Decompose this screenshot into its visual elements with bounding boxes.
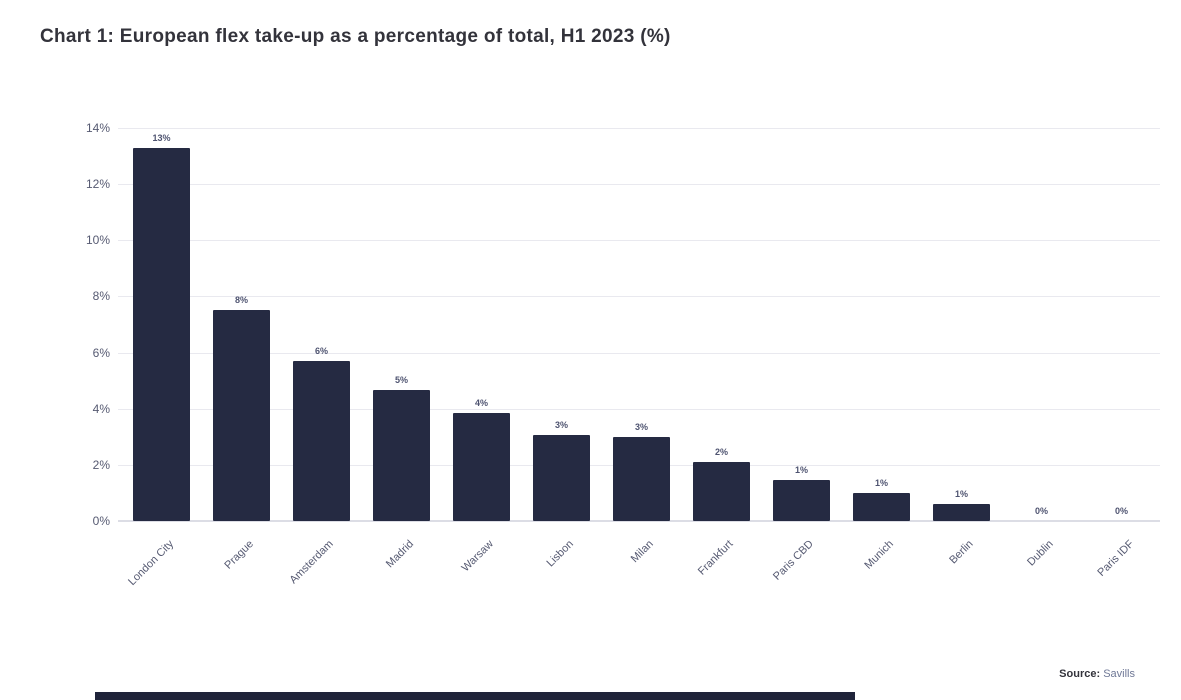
x-category-label: Berlin xyxy=(947,538,976,567)
bar xyxy=(693,462,750,521)
gridline xyxy=(118,128,1160,129)
x-category-label: Frankfurt xyxy=(696,538,736,578)
x-category-label: Munich xyxy=(862,538,896,572)
gridline xyxy=(118,408,1160,410)
y-axis-tick-label: 10% xyxy=(85,233,110,248)
x-category-label: Dublin xyxy=(1025,538,1056,569)
x-category-label: Prague xyxy=(222,538,256,572)
bar xyxy=(613,436,670,521)
bar xyxy=(293,360,350,521)
bar xyxy=(773,480,830,521)
gridline xyxy=(118,184,1160,186)
bar xyxy=(533,435,590,521)
source-label: Source: xyxy=(1059,668,1101,680)
bar-value-label: 8% xyxy=(234,295,248,306)
gridline xyxy=(118,352,1160,354)
source-value: Savills xyxy=(1103,668,1135,680)
bar-value-label: 2% xyxy=(714,447,728,458)
gridline xyxy=(118,296,1160,298)
bar xyxy=(213,310,270,521)
bar-value-label: 0% xyxy=(1034,506,1048,516)
y-axis-tick-label: 12% xyxy=(85,177,110,192)
gridline xyxy=(118,240,1160,242)
y-axis-tick-label: 8% xyxy=(92,289,110,304)
x-category-label: London City xyxy=(125,538,176,589)
x-category-label: Warsaw xyxy=(459,538,496,575)
y-axis-tick-label: 0% xyxy=(92,514,110,528)
y-axis-tick-label: 2% xyxy=(92,457,110,472)
bar xyxy=(933,504,990,521)
bar-value-label: 4% xyxy=(474,397,488,408)
bar xyxy=(853,492,910,521)
x-axis-baseline xyxy=(118,520,1160,522)
cutoff-footer-strip xyxy=(95,692,855,700)
bar-value-label: 3% xyxy=(554,420,568,431)
y-axis-tick-label: 14% xyxy=(85,121,110,135)
bar-value-label: 5% xyxy=(394,375,408,386)
bar xyxy=(133,147,190,521)
bar-value-label: 3% xyxy=(634,421,648,432)
x-category-label: Amsterdam xyxy=(287,538,336,587)
x-category-label: Madrid xyxy=(383,538,416,571)
bar-value-label: 1% xyxy=(954,489,968,500)
y-axis-tick-label: 6% xyxy=(92,345,110,360)
x-category-label: Paris CBD xyxy=(771,538,816,583)
bar-value-label: 13% xyxy=(152,132,171,143)
bar-value-label: 1% xyxy=(874,477,888,488)
x-category-label: Milan xyxy=(628,538,656,566)
source-line: Source: Savills xyxy=(1059,668,1135,680)
chart-title: Chart 1: European flex take-up as a perc… xyxy=(40,26,671,47)
x-category-label: Paris IDF xyxy=(1095,538,1136,579)
bar-value-label: 1% xyxy=(794,465,808,476)
bar-value-label: 6% xyxy=(314,345,328,356)
bar xyxy=(373,390,430,521)
y-axis-tick-label: 4% xyxy=(92,401,110,416)
bar-value-label: 0% xyxy=(1114,506,1128,516)
x-category-label: Lisbon xyxy=(544,538,576,570)
bar xyxy=(453,412,510,521)
